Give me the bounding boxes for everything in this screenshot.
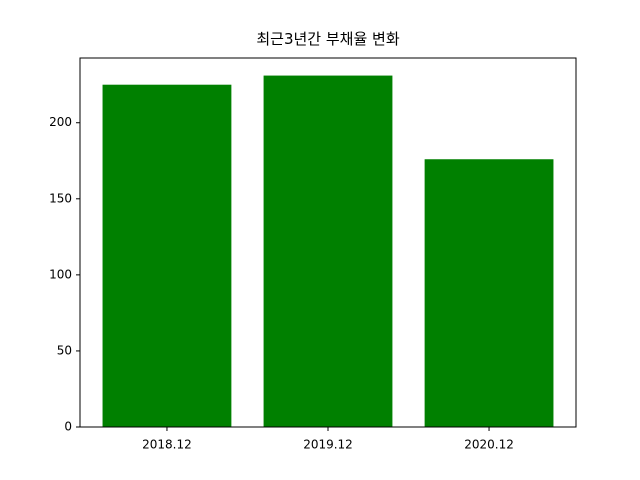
y-tick-label: 0 bbox=[64, 420, 72, 434]
plot-frame bbox=[79, 57, 577, 428]
y-tick-label: 50 bbox=[57, 343, 72, 357]
x-tick-label: 2020.12 bbox=[464, 438, 514, 452]
x-tick-label: 2018.12 bbox=[142, 438, 192, 452]
y-tick-label: 100 bbox=[49, 267, 72, 281]
x-tick-label: 2019.12 bbox=[303, 438, 353, 452]
y-tick-label: 150 bbox=[49, 191, 72, 205]
bar bbox=[102, 84, 232, 428]
chart-title: 최근3년간 부채율 변화 bbox=[256, 30, 399, 48]
bar bbox=[263, 75, 393, 428]
bar bbox=[424, 159, 554, 427]
y-tick-label: 200 bbox=[49, 115, 72, 129]
